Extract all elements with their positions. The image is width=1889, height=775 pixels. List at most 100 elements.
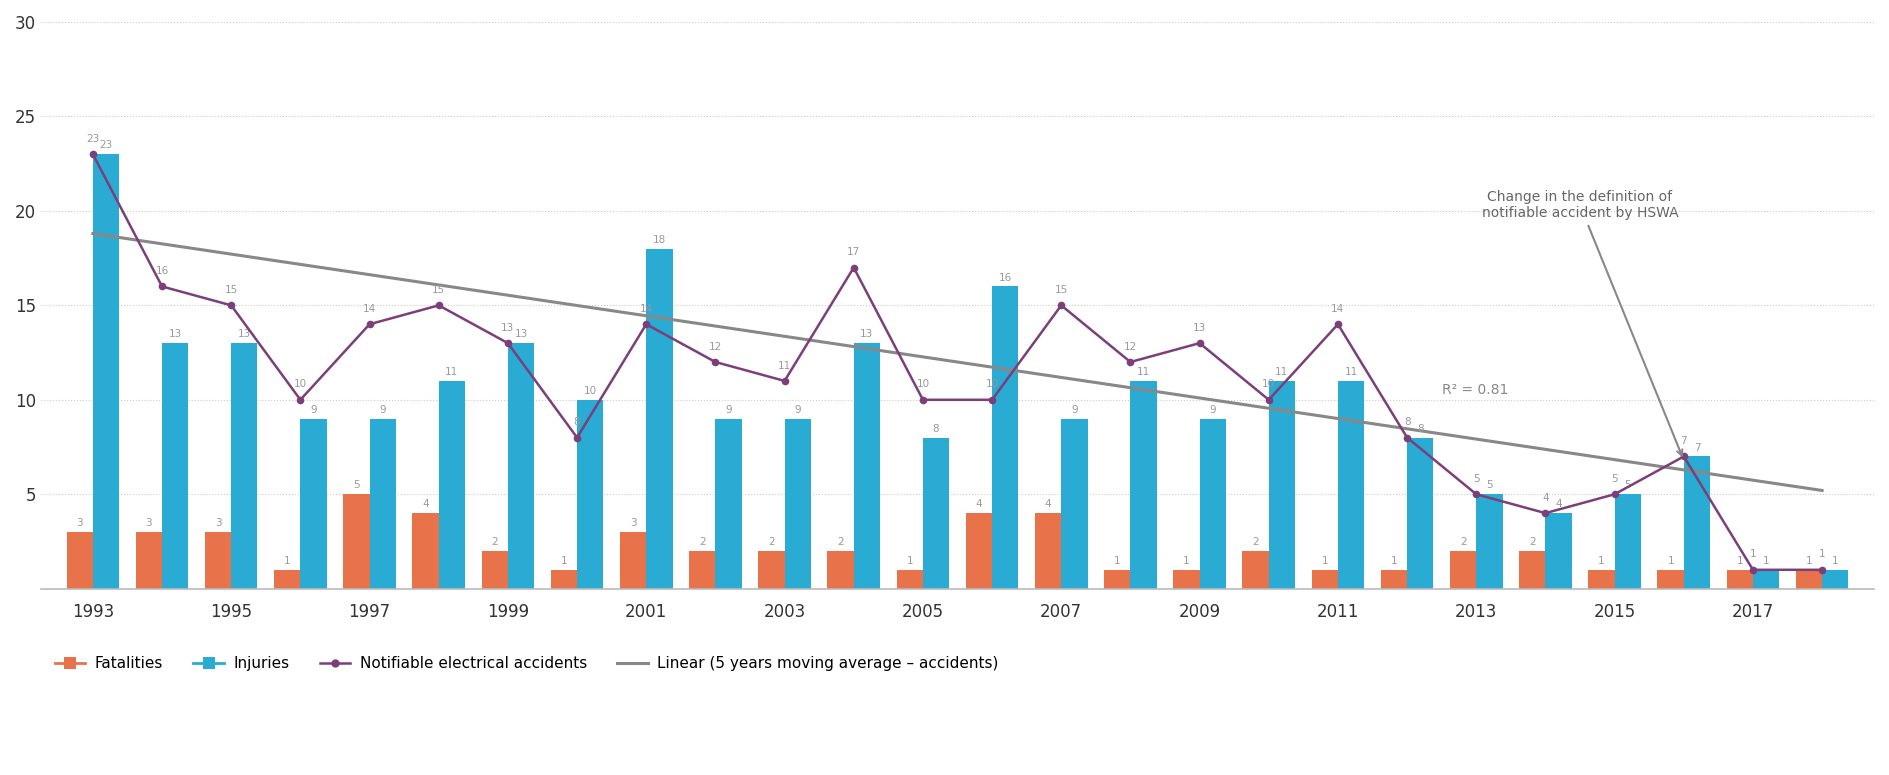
Text: 1: 1 bbox=[1115, 556, 1120, 566]
Text: 2: 2 bbox=[699, 537, 706, 547]
Text: 9: 9 bbox=[380, 405, 385, 415]
Bar bbox=[757, 551, 784, 589]
Bar bbox=[1200, 418, 1226, 589]
Text: 7: 7 bbox=[1694, 443, 1700, 453]
Bar bbox=[1727, 570, 1753, 589]
Bar bbox=[716, 418, 742, 589]
Bar bbox=[66, 532, 93, 589]
Bar bbox=[412, 513, 438, 589]
Bar bbox=[924, 438, 948, 589]
Bar bbox=[508, 343, 535, 589]
Bar bbox=[1269, 381, 1296, 589]
Bar bbox=[552, 570, 576, 589]
Bar bbox=[1105, 570, 1130, 589]
Text: 1: 1 bbox=[1390, 556, 1398, 566]
Bar bbox=[897, 570, 924, 589]
Bar bbox=[136, 532, 162, 589]
Text: R² = 0.81: R² = 0.81 bbox=[1441, 384, 1507, 398]
Bar bbox=[1615, 494, 1642, 589]
Bar bbox=[784, 418, 810, 589]
Text: 5: 5 bbox=[1473, 474, 1479, 484]
Text: 13: 13 bbox=[238, 329, 251, 339]
Text: 1: 1 bbox=[283, 556, 291, 566]
Bar bbox=[300, 418, 327, 589]
Bar bbox=[1823, 570, 1849, 589]
Text: 17: 17 bbox=[846, 247, 859, 257]
Text: 9: 9 bbox=[725, 405, 731, 415]
Text: 13: 13 bbox=[514, 329, 527, 339]
Legend: Fatalities, Injuries, Notifiable electrical accidents, Linear (5 years moving av: Fatalities, Injuries, Notifiable electri… bbox=[49, 650, 1005, 677]
Bar bbox=[854, 343, 880, 589]
Text: 2: 2 bbox=[837, 537, 844, 547]
Text: Change in the definition of
notifiable accident by HSWA: Change in the definition of notifiable a… bbox=[1481, 190, 1683, 456]
Text: 5: 5 bbox=[1625, 480, 1630, 491]
Bar bbox=[1796, 570, 1823, 589]
Bar bbox=[1451, 551, 1477, 589]
Text: 10: 10 bbox=[584, 386, 597, 396]
Bar bbox=[438, 381, 465, 589]
Text: 5: 5 bbox=[353, 480, 359, 491]
Text: 4: 4 bbox=[1555, 499, 1562, 509]
Bar bbox=[1407, 438, 1434, 589]
Text: 15: 15 bbox=[1054, 285, 1067, 295]
Text: 10: 10 bbox=[986, 380, 999, 389]
Text: 1: 1 bbox=[1736, 556, 1744, 566]
Bar bbox=[1035, 513, 1062, 589]
Text: 14: 14 bbox=[640, 304, 654, 314]
Text: 8: 8 bbox=[1417, 424, 1424, 434]
Text: 2: 2 bbox=[1460, 537, 1466, 547]
Text: 16: 16 bbox=[155, 266, 168, 276]
Bar bbox=[162, 343, 189, 589]
Text: 11: 11 bbox=[1345, 367, 1358, 377]
Bar bbox=[1062, 418, 1088, 589]
Text: 9: 9 bbox=[795, 405, 801, 415]
Text: 14: 14 bbox=[1332, 304, 1345, 314]
Text: 13: 13 bbox=[859, 329, 873, 339]
Bar bbox=[204, 532, 230, 589]
Text: 3: 3 bbox=[629, 518, 637, 529]
Bar bbox=[1311, 570, 1337, 589]
Bar bbox=[230, 343, 257, 589]
Text: 13: 13 bbox=[501, 322, 514, 332]
Text: 12: 12 bbox=[708, 342, 722, 352]
Text: 11: 11 bbox=[446, 367, 459, 377]
Bar bbox=[344, 494, 370, 589]
Text: 1: 1 bbox=[1806, 556, 1812, 566]
Text: 11: 11 bbox=[1137, 367, 1150, 377]
Text: 23: 23 bbox=[87, 134, 100, 144]
Bar bbox=[1545, 513, 1572, 589]
Text: 1: 1 bbox=[1598, 556, 1606, 566]
Text: 2: 2 bbox=[491, 537, 499, 547]
Text: 1: 1 bbox=[907, 556, 912, 566]
Text: 23: 23 bbox=[100, 140, 113, 150]
Bar bbox=[1753, 570, 1779, 589]
Bar bbox=[1477, 494, 1502, 589]
Text: 2: 2 bbox=[1528, 537, 1536, 547]
Text: 8: 8 bbox=[933, 424, 939, 434]
Bar bbox=[1130, 381, 1156, 589]
Bar bbox=[1519, 551, 1545, 589]
Bar bbox=[620, 532, 646, 589]
Text: 12: 12 bbox=[1124, 342, 1137, 352]
Text: 3: 3 bbox=[76, 518, 83, 529]
Bar bbox=[576, 400, 603, 589]
Text: 5: 5 bbox=[1611, 474, 1617, 484]
Text: 11: 11 bbox=[778, 360, 791, 370]
Text: 2: 2 bbox=[769, 537, 774, 547]
Text: 9: 9 bbox=[1071, 405, 1079, 415]
Bar bbox=[827, 551, 854, 589]
Text: 10: 10 bbox=[916, 380, 929, 389]
Text: 1: 1 bbox=[1762, 556, 1770, 566]
Text: 3: 3 bbox=[145, 518, 153, 529]
Text: 15: 15 bbox=[225, 285, 238, 295]
Text: 13: 13 bbox=[1194, 322, 1207, 332]
Text: 13: 13 bbox=[168, 329, 181, 339]
Text: 18: 18 bbox=[654, 235, 667, 245]
Bar bbox=[1657, 570, 1683, 589]
Text: 1: 1 bbox=[1749, 549, 1757, 560]
Text: 8: 8 bbox=[1404, 417, 1411, 427]
Text: 3: 3 bbox=[215, 518, 221, 529]
Text: 1: 1 bbox=[1322, 556, 1328, 566]
Text: 4: 4 bbox=[1541, 493, 1549, 503]
Text: 10: 10 bbox=[295, 380, 306, 389]
